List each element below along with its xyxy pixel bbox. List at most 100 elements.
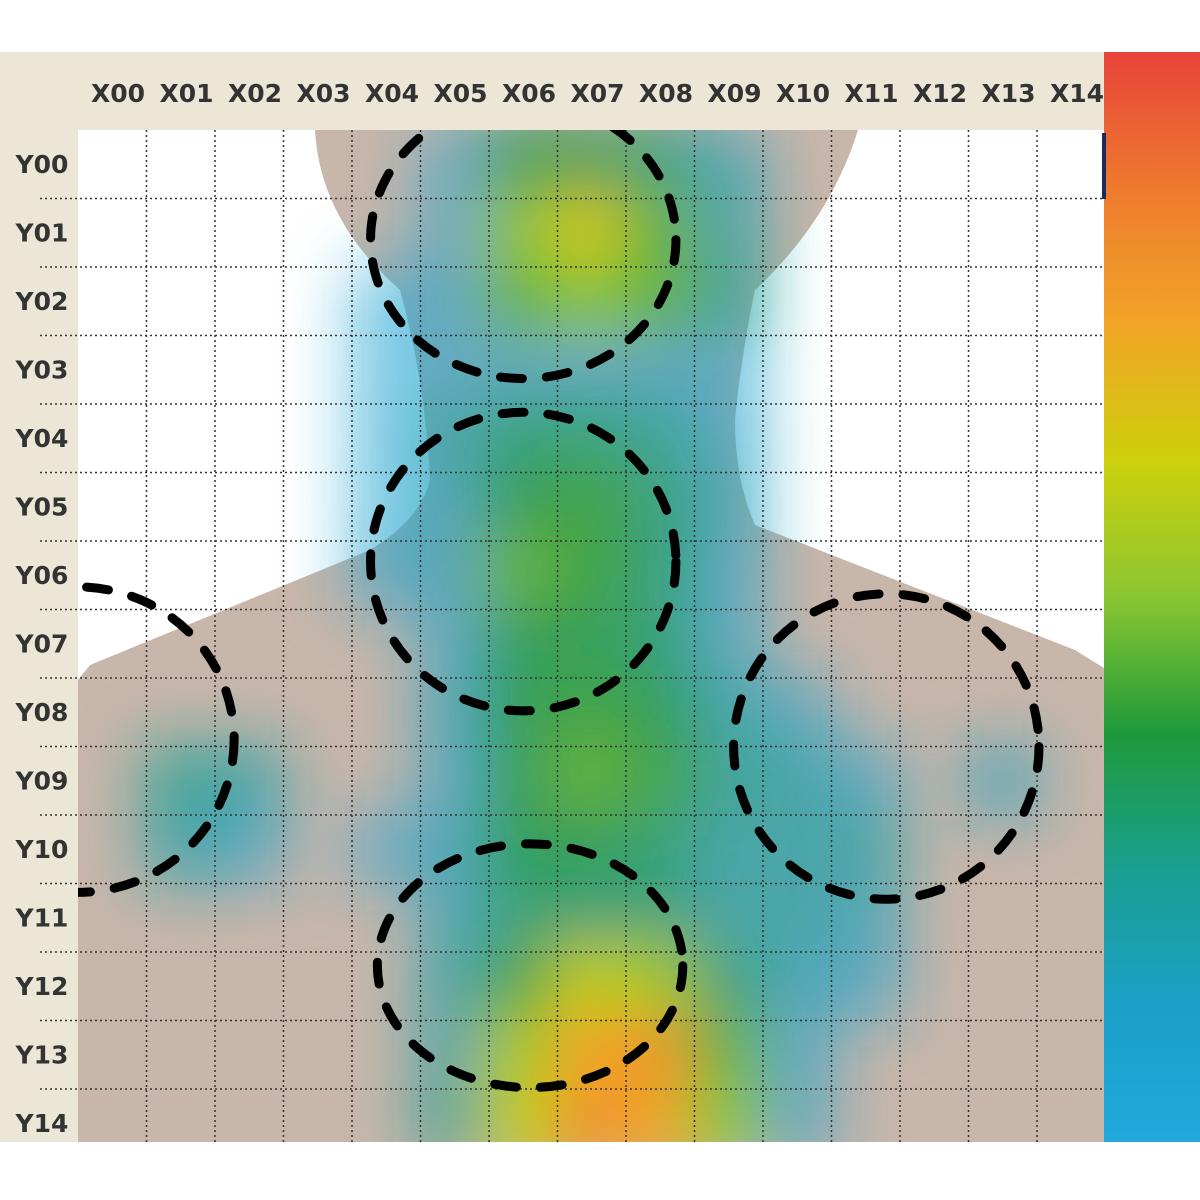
heat-cell-Y03-X06 (483, 329, 564, 410)
column-labels: X00 X01 X02 X03 X04 X05 X06 X07 X08 X09 X10 X11 X12 X… (91, 79, 1104, 108)
row-label-Y07: Y07 (15, 630, 69, 659)
heat-cell-Y14-X08 (620, 1083, 701, 1142)
column-label-X08: X08 (639, 79, 693, 108)
heat-cell-Y08-X10 (757, 672, 838, 753)
column-label-X05: X05 (433, 79, 487, 108)
heat-cell-Y06-X08 (620, 535, 701, 616)
heat-cell-Y09-X06 (483, 740, 564, 821)
heat-cell-Y14-X10 (757, 1083, 838, 1142)
heat-cell-Y05-X04 (346, 466, 427, 547)
heat-cell-Y08-X05 (414, 672, 495, 753)
column-label-X06: X06 (502, 79, 556, 108)
heat-cell-Y07-X06 (483, 603, 564, 684)
heat-cell-Y12-X07 (551, 946, 632, 1027)
heat-cell-Y10-X11 (825, 809, 906, 890)
heat-cell-Y01-X08 (620, 192, 701, 273)
colorbar (1104, 52, 1200, 1142)
heat-cell-Y12-X10 (757, 946, 838, 1027)
heat-cell-Y03-X08 (620, 329, 701, 410)
heat-cell-Y01-X05 (414, 192, 495, 273)
heat-cell-Y09-X07 (551, 740, 632, 821)
heat-cell-Y09-X08 (620, 740, 701, 821)
row-label-Y09: Y09 (15, 767, 69, 796)
heat-cell-Y11-X08 (620, 877, 701, 958)
grid-lines (40, 130, 1104, 1142)
heat-cell-Y05-X05 (414, 466, 495, 547)
heat-cell-Y02-X07 (551, 261, 632, 342)
heat-cell-Y11-X07 (551, 877, 632, 958)
heat-cell-Y09-X01 (140, 740, 221, 821)
heat-cell-Y13-X10 (757, 1014, 838, 1095)
heat-cell-Y07-X08 (620, 603, 701, 684)
heat-cell-Y06-X07 (551, 535, 632, 616)
heat-cell-Y00-X07 (551, 130, 632, 205)
heat-cell-Y09-X05 (414, 740, 495, 821)
heat-cell-Y10-X09 (688, 809, 769, 890)
heat-cell-Y08-X09 (688, 672, 769, 753)
column-label-X13: X13 (981, 79, 1035, 108)
heat-cell-Y09-X13 (962, 740, 1043, 821)
heat-cell-Y14-X05 (414, 1083, 495, 1142)
heat-cell-Y14-X06 (483, 1083, 564, 1142)
heat-cell-Y05-X07 (551, 466, 632, 547)
heat-cell-Y10-X02 (209, 809, 290, 890)
heat-cell-Y09-X11 (825, 740, 906, 821)
row-label-Y12: Y12 (15, 972, 69, 1001)
heat-cell-Y11-X05 (414, 877, 495, 958)
heat-cell-Y06-X05 (414, 535, 495, 616)
region-outlines (78, 130, 1044, 1093)
colorbar-edge-mark (1102, 133, 1106, 199)
heat-cell-Y14-X07 (551, 1083, 632, 1142)
column-label-X04: X04 (365, 79, 419, 108)
heat-cell-Y10-X04 (346, 809, 427, 890)
row-label-Y05: Y05 (15, 493, 69, 522)
heat-cell-Y11-X10 (757, 877, 838, 958)
column-label-X02: X02 (228, 79, 282, 108)
heat-cell-Y02-X05 (414, 261, 495, 342)
heat-cell-Y11-X06 (483, 877, 564, 958)
heat-cell-Y05-X06 (483, 466, 564, 547)
row-labels: Y00 Y01 Y02 Y03 Y04 Y05 Y06 Y07 Y08 Y09 Y10 Y11 Y12 Y… (15, 150, 69, 1138)
heat-cell-Y05-X09 (688, 466, 769, 547)
heat-cell-Y00-X05 (414, 130, 495, 205)
heat-cell-Y02-X06 (483, 261, 564, 342)
row-label-Y06: Y06 (15, 561, 69, 590)
heat-cell-Y06-X09 (688, 535, 769, 616)
heat-cell-Y06-X04 (346, 535, 427, 616)
heat-cell-Y08-X07 (551, 672, 632, 753)
heat-cell-Y01-X09 (688, 192, 769, 273)
heat-cell-Y03-X04 (346, 329, 427, 410)
row-label-Y03: Y03 (15, 356, 69, 385)
column-label-X10: X10 (776, 79, 830, 108)
row-label-Y01: Y01 (15, 219, 69, 248)
heat-cell-Y07-X05 (414, 603, 495, 684)
column-label-X12: X12 (913, 79, 967, 108)
row-label-Y13: Y13 (15, 1041, 69, 1070)
row-label-Y00: Y00 (15, 150, 69, 179)
column-label-X03: X03 (296, 79, 350, 108)
row-label-Y02: Y02 (15, 287, 69, 316)
heat-cell-Y04-X05 (414, 398, 495, 479)
heat-cell-Y12-X05 (414, 946, 495, 1027)
heat-layer (140, 130, 1043, 1142)
heat-cell-Y02-X09 (688, 261, 769, 342)
heat-cell-Y07-X07 (551, 603, 632, 684)
row-label-Y10: Y10 (15, 835, 69, 864)
heat-cell-Y04-X09 (688, 398, 769, 479)
row-label-Y14: Y14 (15, 1109, 69, 1138)
heat-cell-Y04-X07 (551, 398, 632, 479)
column-label-X09: X09 (707, 79, 761, 108)
region-outline-3 (372, 839, 688, 1093)
heat-cell-Y10-X07 (551, 809, 632, 890)
heat-cell-Y09-X09 (688, 740, 769, 821)
heat-cell-Y09-X10 (757, 740, 838, 821)
heat-cell-Y12-X09 (688, 946, 769, 1027)
heat-cell-Y12-X08 (620, 946, 701, 1027)
heat-cell-Y06-X06 (483, 535, 564, 616)
heat-cell-Y12-X11 (825, 946, 906, 1027)
row-label-Y08: Y08 (15, 698, 69, 727)
heat-cell-Y13-X09 (688, 1014, 769, 1095)
heat-cell-Y00-X06 (483, 130, 564, 205)
column-label-X14: X14 (1050, 79, 1104, 108)
